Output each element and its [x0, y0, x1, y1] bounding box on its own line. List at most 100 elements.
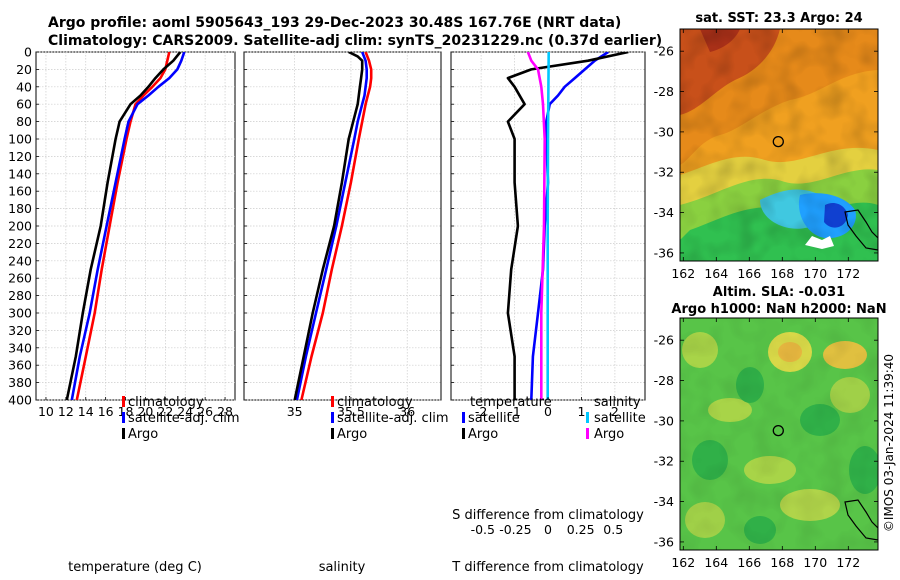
- series-climatology: [300, 52, 373, 400]
- x-tick-label: -2: [475, 404, 487, 419]
- diff-legend-label-s-argo: Argo: [594, 427, 624, 442]
- sst-noise: [680, 29, 878, 261]
- s-tick-label: 0.25: [567, 522, 595, 537]
- x-tick-label: 14: [78, 404, 94, 419]
- y-tick-label: 20: [16, 62, 32, 77]
- y-tick-label: 260: [8, 271, 32, 286]
- x-tick-label: 28: [217, 404, 233, 419]
- map-x-tick-label: 168: [770, 266, 794, 281]
- sst-missing-data: [805, 236, 834, 249]
- map-x-tick-label: 164: [704, 266, 728, 281]
- legend-label-climatology: climatology: [128, 395, 204, 410]
- legend-label-argo: Argo: [128, 427, 158, 442]
- series-t-satellite: [530, 52, 609, 400]
- map-y-tick-label: -34: [654, 494, 674, 509]
- salinity-panel: 35 35.5 36 salinity climatology satellite-…: [243, 51, 449, 575]
- s-tick-label: 0: [544, 522, 552, 537]
- y-tick-label: 400: [8, 393, 32, 408]
- header-line-1: Argo profile: aoml 5905643_193 29-Dec-20…: [48, 15, 622, 31]
- y-tick-label: 340: [8, 340, 32, 355]
- salinity-grid: [244, 51, 441, 401]
- y-tick-label: 360: [8, 358, 32, 373]
- legend-title-temperature: temperature: [470, 395, 552, 410]
- legend-swatch-argo: [122, 428, 125, 439]
- difference-panel: -2 -1 0 1 2 S difference from climatology -0…: [450, 51, 646, 575]
- legend-title-salinity: salinity: [594, 395, 641, 410]
- y-tick-label: 100: [8, 132, 32, 147]
- y-tick-label: 180: [8, 201, 32, 216]
- difference-ticks: -2 -1 0 1 2: [451, 51, 619, 419]
- y-tick-label: 60: [16, 97, 32, 112]
- series-satellite-adj-clim: [70, 52, 186, 400]
- sla-ticks: -26 -28 -30 -32 -34 -36 162 164 166 168 170 172: [654, 318, 878, 570]
- sal-legend-label-climatology: climatology: [337, 395, 413, 410]
- s-tick-label: 0.5: [603, 522, 623, 537]
- sla-map-title-2: Argo h1000: NaN h2000: NaN: [671, 302, 886, 317]
- t-difference-label: T difference from climatology: [451, 560, 644, 575]
- sst-argo-marker: [772, 135, 784, 148]
- x-tick-label: 22: [157, 404, 173, 419]
- series-s-satellite: [546, 52, 550, 400]
- diff-legend-swatch-s-argo: [586, 428, 589, 439]
- temperature-ticks: 0 20 40 60 80 100 120 140 160 180 200 220 240 260 280 3…: [8, 45, 233, 420]
- map-y-tick-label: -26: [654, 44, 674, 59]
- x-tick-label: 12: [58, 404, 74, 419]
- series-satellite-adj-clim: [295, 52, 369, 400]
- map-y-tick-label: -28: [654, 373, 674, 388]
- map-y-tick-label: -30: [654, 413, 674, 428]
- map-x-tick-label: 170: [803, 266, 827, 281]
- sla-argo-marker: [772, 424, 784, 437]
- diff-legend-label-s-satellite: satellite: [594, 411, 646, 426]
- x-tick-label: -1: [508, 404, 520, 419]
- series-argo: [293, 52, 364, 400]
- y-tick-label: 300: [8, 306, 32, 321]
- temperature-panel: 0 20 40 60 80 100 120 140 160 180 200 220 240 260 280 3…: [8, 45, 239, 576]
- sal-legend-label-satellite: satellite-adj. clim: [337, 411, 449, 426]
- diff-legend-swatch-t-satellite: [462, 412, 465, 423]
- y-tick-label: 120: [8, 149, 32, 164]
- y-tick-label: 320: [8, 323, 32, 338]
- sla-coastline: [844, 499, 878, 541]
- sal-legend-swatch-climatology: [331, 396, 334, 407]
- y-tick-label: 0: [24, 45, 32, 60]
- x-tick-label: 2: [611, 404, 619, 419]
- sla-map: Altim. SLA: -0.031 Argo h1000: NaN h2000…: [654, 285, 887, 570]
- map-x-tick-label: 168: [770, 555, 794, 570]
- diff-legend-label-t-satellite: satellite: [468, 411, 520, 426]
- diff-legend-swatch-s-satellite: [586, 412, 589, 423]
- map-y-tick-label: -28: [654, 84, 674, 99]
- salinity-ticks: 35 35.5 36: [244, 51, 415, 419]
- series-argo: [65, 52, 182, 400]
- map-x-tick-label: 162: [671, 266, 695, 281]
- x-tick-label: 10: [38, 404, 54, 419]
- y-tick-label: 240: [8, 253, 32, 268]
- y-tick-label: 80: [16, 114, 32, 129]
- legend-swatch-satellite: [122, 412, 125, 423]
- y-tick-label: 280: [8, 288, 32, 303]
- x-tick-label: 36: [399, 404, 415, 419]
- y-tick-label: 200: [8, 219, 32, 234]
- map-x-tick-label: 172: [836, 555, 860, 570]
- map-y-tick-label: -36: [654, 534, 674, 549]
- sla-map-title-1: Altim. SLA: -0.031: [713, 285, 845, 300]
- map-x-tick-label: 172: [836, 266, 860, 281]
- sst-coastline: [844, 209, 878, 251]
- map-x-tick-label: 164: [704, 555, 728, 570]
- map-y-tick-label: -34: [654, 205, 674, 220]
- x-tick-label: 16: [98, 404, 114, 419]
- diff-legend-swatch-t-argo: [462, 428, 465, 439]
- sst-axes-box: [679, 28, 879, 262]
- legend-swatch-climatology: [122, 396, 125, 407]
- map-y-tick-label: -30: [654, 124, 674, 139]
- difference-legend: temperature satellite Argo salinity sate…: [462, 395, 646, 442]
- map-x-tick-label: 166: [737, 555, 761, 570]
- map-x-tick-label: 166: [737, 266, 761, 281]
- map-x-tick-label: 170: [803, 555, 827, 570]
- diff-legend-label-t-argo: Argo: [468, 427, 498, 442]
- sst-ticks: -26 -28 -30 -32 -34 -36 162 164 166 168 170 172: [654, 29, 878, 281]
- salinity-legend: climatology satellite-adj. clim Argo: [331, 395, 449, 442]
- x-tick-label: 1: [577, 404, 585, 419]
- sla-axes-box: [679, 317, 879, 551]
- x-tick-label: 35: [287, 404, 303, 419]
